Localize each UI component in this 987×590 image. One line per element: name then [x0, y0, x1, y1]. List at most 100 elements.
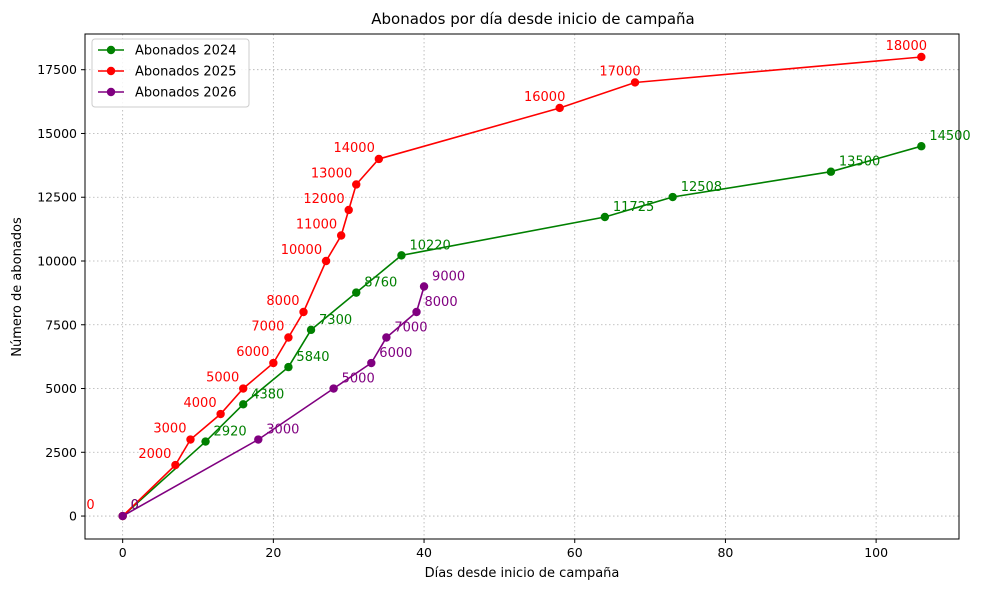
x-tick-label: 0	[119, 545, 127, 560]
data-point-1	[397, 251, 406, 260]
x-tick-label: 100	[864, 545, 888, 560]
data-label-2: 14000	[333, 141, 374, 156]
data-label-2: 3000	[153, 422, 186, 437]
data-label-1: 4380	[251, 387, 284, 402]
data-point-3	[419, 282, 429, 291]
legend-swatch-marker	[106, 66, 116, 76]
data-point-2	[171, 460, 180, 470]
y-axis-label: Número de abonados	[10, 217, 25, 357]
data-point-2	[321, 256, 331, 266]
legend-swatch-marker	[106, 87, 116, 97]
series-layer	[118, 52, 926, 521]
y-tick-label: 0	[69, 509, 77, 524]
data-point-3	[329, 384, 338, 393]
data-labels: 0 2920 4380 5840 7300 8760 10220 11725 12508 1350…	[86, 39, 970, 513]
data-point-2	[352, 180, 361, 189]
data-label-1: 5840	[296, 350, 329, 365]
data-point-2	[186, 435, 195, 444]
data-point-3	[254, 435, 263, 444]
data-label-1: 2920	[214, 425, 247, 440]
data-point-2	[374, 154, 384, 164]
data-label-2: 2000	[138, 447, 171, 462]
data-label-3: 8000	[425, 295, 458, 310]
y-axis-ticks: 0 2500 5000 7500 10000 12500 15000 17500	[37, 62, 85, 524]
data-point-1	[201, 437, 210, 446]
y-tick-label: 10000	[37, 253, 77, 268]
data-point-1	[668, 192, 677, 202]
data-label-2: 18000	[886, 39, 927, 54]
y-tick-label: 17500	[37, 62, 77, 77]
data-point-2	[344, 205, 353, 215]
x-tick-label: 40	[416, 545, 432, 560]
data-label-3: 6000	[379, 346, 412, 361]
x-tick-label: 80	[717, 545, 733, 560]
data-point-2	[269, 358, 278, 368]
data-label-2: 17000	[599, 64, 640, 79]
legend-frame	[91, 38, 250, 108]
data-point-2	[555, 103, 564, 113]
data-label-3: 5000	[342, 372, 375, 387]
data-label-2: 6000	[236, 345, 269, 360]
data-label-1: 11725	[613, 200, 654, 215]
data-label-3: 3000	[266, 423, 299, 438]
data-point-1	[284, 362, 293, 372]
data-point-1	[352, 288, 361, 297]
data-label-1: 14500	[929, 129, 970, 144]
data-label-3: 7000	[394, 321, 427, 336]
plot-frame	[84, 33, 960, 540]
legend-swatch-marker	[106, 45, 116, 55]
data-label-1: 13500	[839, 155, 880, 170]
legend-entry: Abonados 2026	[135, 86, 237, 101]
legend: Abonados 2024 Abonados 2025 Abonados 2026	[91, 38, 250, 108]
y-tick-label: 2500	[45, 445, 77, 460]
data-label-1: 7300	[319, 313, 352, 328]
data-point-2	[336, 231, 346, 240]
legend-entry: Abonados 2025	[135, 65, 237, 80]
x-tick-label: 20	[265, 545, 281, 560]
data-point-2	[284, 333, 293, 342]
x-axis-label: Días desde inicio de campaña	[425, 566, 620, 581]
data-point-1	[917, 142, 926, 151]
data-point-1	[306, 325, 316, 335]
grid	[85, 34, 959, 539]
data-point-3	[412, 307, 421, 317]
data-label-2: 5000	[206, 371, 239, 386]
x-axis-ticks: 0 20 40 60 80 100	[119, 539, 888, 560]
data-point-1	[239, 400, 248, 409]
data-point-2	[239, 384, 248, 393]
data-point-3	[118, 511, 127, 521]
data-point-2	[216, 409, 225, 419]
legend-entry: Abonados 2024	[135, 44, 237, 59]
data-label-2: 7000	[251, 320, 284, 335]
data-point-3	[367, 358, 376, 368]
data-label-1: 0	[131, 498, 139, 513]
series-line-1	[122, 145, 922, 517]
y-tick-label: 7500	[45, 317, 77, 332]
data-label-2: 16000	[524, 90, 565, 105]
y-tick-label: 15000	[37, 126, 77, 141]
chart-title: Abonados por día desde inicio de campaña	[371, 10, 695, 28]
y-tick-label: 5000	[45, 381, 77, 396]
data-point-3	[382, 333, 391, 342]
y-tick-label: 12500	[37, 190, 77, 205]
data-label-1: 10220	[409, 238, 450, 253]
data-label-2: 4000	[184, 396, 217, 411]
data-point-1	[826, 167, 836, 176]
data-point-2	[299, 307, 308, 317]
data-label-3: 0	[131, 498, 139, 513]
data-label-2: 11000	[296, 217, 337, 232]
data-label-1: 8760	[364, 276, 397, 291]
x-tick-label: 60	[567, 545, 583, 560]
data-label-2: 8000	[266, 294, 299, 309]
data-label-3: 9000	[432, 270, 465, 285]
data-label-2: 13000	[311, 166, 352, 181]
data-point-1	[600, 212, 610, 222]
data-label-2: 10000	[281, 243, 322, 258]
data-label-2: 0	[86, 498, 94, 513]
data-label-2: 12000	[303, 192, 344, 207]
data-label-1: 12508	[681, 180, 722, 195]
series-line-2	[122, 56, 922, 517]
data-point-2	[917, 52, 926, 62]
data-point-2	[630, 78, 640, 87]
